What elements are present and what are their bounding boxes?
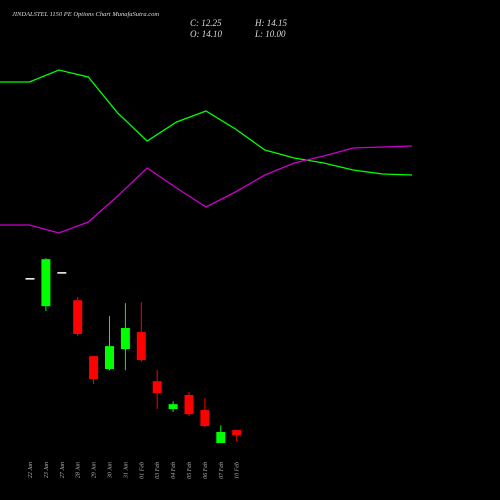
- x-tick-label: 31 Jan: [123, 462, 129, 479]
- candle-body: [232, 430, 242, 436]
- line-series: [0, 69, 413, 176]
- candle-body: [152, 381, 162, 394]
- candle-body: [41, 259, 51, 307]
- x-tick-label: 10 Feb: [235, 462, 241, 479]
- x-tick-label: 07 Feb: [219, 462, 225, 479]
- chart-title: JINDALSTEL 1150 PE Options Chart MunafaS…: [12, 11, 159, 18]
- x-tick-label: 29 Jan: [92, 462, 98, 478]
- candle-body: [168, 404, 178, 410]
- candle-body: [184, 394, 194, 415]
- low-label: L: 10.00: [254, 29, 286, 39]
- x-tick-label: 22 Jan: [28, 462, 34, 478]
- x-tick-label: 30 Jan: [108, 462, 114, 479]
- open-label: O: 14.10: [190, 29, 222, 39]
- x-tick-label: 27 Jan: [60, 462, 66, 478]
- x-tick-label: 03 Feb: [155, 462, 161, 479]
- candle-body: [216, 431, 226, 444]
- close-label: C: 12.25: [190, 18, 222, 28]
- x-tick-label: 01 Feb: [139, 462, 145, 479]
- candle-body: [57, 272, 67, 274]
- candle-body: [89, 356, 99, 380]
- x-tick-label: 23 Jan: [44, 462, 50, 478]
- x-tick-label: 05 Feb: [187, 462, 193, 479]
- candle-body: [136, 332, 146, 361]
- candle-body: [120, 328, 130, 350]
- x-tick-label: 04 Feb: [170, 462, 177, 479]
- line-series: [0, 145, 413, 234]
- candle-body: [73, 300, 83, 334]
- candle-body: [105, 346, 114, 370]
- x-tick-label: 06 Feb: [203, 462, 209, 479]
- candle-body: [200, 410, 210, 427]
- high-label: H: 14.15: [254, 18, 287, 28]
- candle-body: [25, 278, 35, 280]
- x-tick-label: 28 Jan: [76, 462, 82, 478]
